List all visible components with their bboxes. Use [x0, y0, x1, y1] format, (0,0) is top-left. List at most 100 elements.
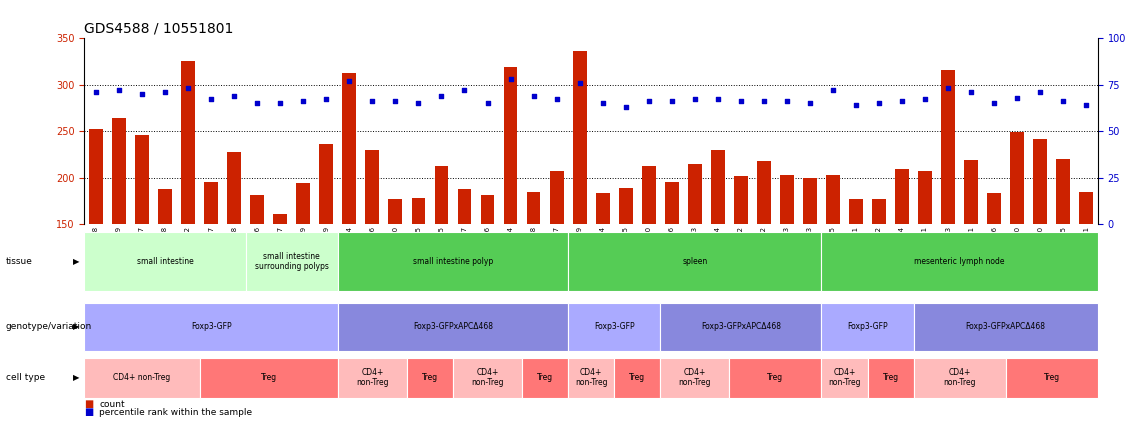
Bar	[873, 199, 886, 364]
Bar	[199, 357, 338, 398]
Text: Foxp3-GFPxAPCΔ468: Foxp3-GFPxAPCΔ468	[966, 322, 1046, 331]
Bar	[245, 232, 338, 291]
Point	[917, 96, 935, 103]
Text: Foxp3-GFP: Foxp3-GFP	[593, 322, 634, 331]
Text: ▶: ▶	[73, 322, 80, 331]
Bar	[730, 357, 822, 398]
Text: CD4+
non-Treg: CD4+ non-Treg	[356, 368, 388, 387]
Point	[225, 92, 243, 99]
Bar	[941, 70, 955, 364]
Text: Treg: Treg	[767, 373, 784, 382]
Bar	[822, 357, 867, 398]
Point	[663, 98, 681, 105]
Text: Treg: Treg	[629, 373, 645, 382]
Point	[686, 96, 704, 103]
Bar	[366, 150, 379, 364]
Point	[732, 98, 750, 105]
Point	[778, 98, 796, 105]
Bar	[849, 199, 863, 364]
Bar	[481, 195, 494, 364]
Text: CD4+
non-Treg: CD4+ non-Treg	[679, 368, 711, 387]
Point	[1054, 98, 1072, 105]
Point	[847, 102, 865, 108]
Text: ▶: ▶	[73, 257, 80, 266]
Bar	[964, 160, 978, 364]
Text: small intestine
surrounding polyps: small intestine surrounding polyps	[254, 252, 329, 271]
Point	[203, 96, 221, 103]
Text: cell type: cell type	[6, 373, 45, 382]
Bar	[388, 199, 402, 364]
Point	[985, 100, 1003, 107]
Point	[248, 100, 266, 107]
Bar	[1034, 139, 1047, 364]
Point	[455, 87, 473, 93]
Point	[271, 100, 289, 107]
Point	[179, 85, 197, 92]
Point	[709, 96, 727, 103]
Text: Treg: Treg	[537, 373, 553, 382]
Point	[1031, 89, 1049, 96]
Point	[893, 98, 911, 105]
Text: CD4+
non-Treg: CD4+ non-Treg	[829, 368, 860, 387]
Text: GDS4588 / 10551801: GDS4588 / 10551801	[84, 22, 234, 36]
Point	[593, 100, 611, 107]
Point	[547, 96, 565, 103]
Point	[294, 98, 312, 105]
Text: Foxp3-GFPxAPCΔ468: Foxp3-GFPxAPCΔ468	[413, 322, 493, 331]
Bar	[320, 144, 333, 364]
Point	[340, 77, 358, 84]
Text: Treg: Treg	[1044, 373, 1060, 382]
Point	[87, 89, 105, 96]
Bar	[803, 178, 816, 364]
Bar	[181, 61, 195, 364]
Bar	[913, 303, 1098, 351]
Bar	[1056, 159, 1070, 364]
Bar	[867, 357, 913, 398]
Text: ■: ■	[84, 399, 93, 409]
Text: CD4+
non-Treg: CD4+ non-Treg	[575, 368, 607, 387]
Bar	[757, 161, 771, 364]
Bar	[338, 357, 406, 398]
Bar	[573, 51, 587, 364]
Bar	[569, 357, 614, 398]
Bar	[734, 176, 748, 364]
Bar	[913, 357, 1006, 398]
Bar	[619, 188, 633, 364]
Text: count: count	[99, 401, 125, 409]
Point	[318, 96, 336, 103]
Bar	[826, 175, 840, 364]
Point	[110, 87, 128, 93]
Point	[479, 100, 497, 107]
Bar	[435, 165, 448, 364]
Bar	[569, 232, 822, 291]
Bar	[135, 135, 149, 364]
Bar	[1010, 132, 1025, 364]
Text: Treg: Treg	[260, 373, 277, 382]
Bar	[895, 169, 909, 364]
Bar	[457, 189, 472, 364]
Text: genotype/variation: genotype/variation	[6, 322, 92, 331]
Point	[1008, 94, 1026, 101]
Text: ■: ■	[84, 407, 93, 417]
Bar	[569, 303, 660, 351]
Point	[432, 92, 450, 99]
Bar	[1080, 192, 1093, 364]
Point	[939, 85, 957, 92]
Point	[870, 100, 888, 107]
Bar	[338, 232, 569, 291]
Bar	[250, 195, 265, 364]
Text: tissue: tissue	[6, 257, 33, 266]
Bar	[411, 198, 426, 364]
Point	[501, 76, 519, 82]
Text: Foxp3-GFP: Foxp3-GFP	[190, 322, 232, 331]
Bar	[453, 357, 522, 398]
Bar	[614, 357, 660, 398]
Text: percentile rank within the sample: percentile rank within the sample	[99, 408, 252, 417]
Text: small intestine polyp: small intestine polyp	[413, 257, 493, 266]
Point	[824, 87, 842, 93]
Text: small intestine: small intestine	[136, 257, 194, 266]
Bar	[342, 74, 356, 364]
Bar	[522, 357, 569, 398]
Bar	[89, 129, 102, 364]
Bar	[822, 232, 1098, 291]
